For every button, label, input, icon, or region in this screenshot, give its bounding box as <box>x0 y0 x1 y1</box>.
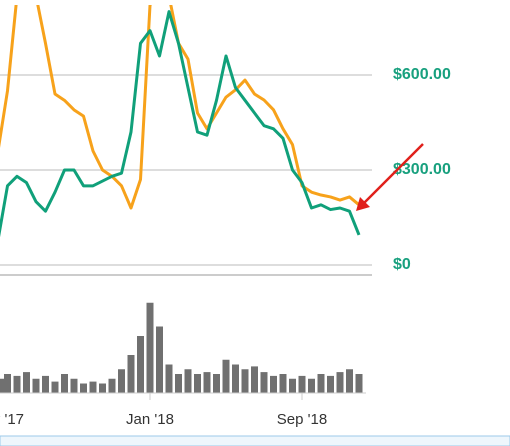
volume-bar <box>118 369 125 393</box>
volume-bar <box>146 302 154 393</box>
volume-bar <box>241 369 249 393</box>
volume-bar <box>61 374 68 393</box>
arrow <box>361 143 424 206</box>
volume-bar <box>127 355 135 393</box>
volume-bar <box>108 378 116 393</box>
y-tick-label: $600.00 <box>393 66 451 83</box>
volume-bar <box>89 381 97 393</box>
volume-bar <box>32 378 40 393</box>
volume-bar <box>137 336 144 393</box>
volume-bar <box>308 378 315 393</box>
y-tick-label: $300.00 <box>393 161 451 178</box>
volume-bar <box>165 364 173 393</box>
volume-bar <box>51 381 59 393</box>
volume-bar <box>336 372 344 393</box>
volume-bar <box>260 372 268 393</box>
volume-bar <box>327 375 334 393</box>
volume-bar <box>156 326 163 393</box>
volume-bar <box>251 366 258 393</box>
volume-bar <box>279 374 287 393</box>
price-line <box>0 5 360 210</box>
volume-bar <box>23 372 30 393</box>
volume-bar <box>346 369 353 393</box>
volume-bar <box>213 374 220 393</box>
volume-bar <box>70 378 78 393</box>
volume-bar <box>184 369 192 393</box>
volume-bar <box>298 375 306 393</box>
x-tick-label: May '17 <box>0 411 24 428</box>
volume-bar <box>80 383 87 393</box>
arrow-head <box>356 197 370 211</box>
volume-bar <box>317 374 325 393</box>
volume-bar <box>355 374 363 393</box>
volume-bar <box>42 375 49 393</box>
volume-bar <box>194 374 201 393</box>
x-tick-label: Sep '18 <box>277 411 327 428</box>
volume-bar <box>4 374 11 393</box>
volume-bar <box>289 378 296 393</box>
price-line <box>0 10 361 238</box>
volume-bar <box>203 372 211 393</box>
volume-bar <box>175 374 182 393</box>
x-tick-label: Jan '18 <box>126 411 174 428</box>
volume-bar <box>222 359 230 393</box>
volume-bar <box>0 378 7 393</box>
volume-bar <box>270 375 277 393</box>
volume-bar <box>99 383 106 393</box>
volume-bar <box>232 364 239 393</box>
volume-bar <box>13 375 21 393</box>
bottom-bar <box>0 435 510 446</box>
y-tick-label: $0 <box>393 256 411 273</box>
